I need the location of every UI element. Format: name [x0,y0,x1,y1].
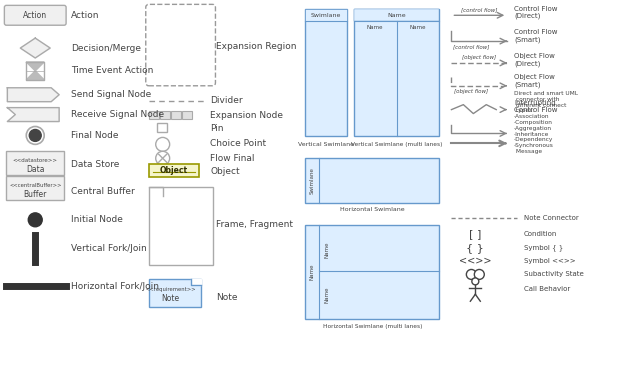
Text: Subactivity State: Subactivity State [524,271,584,277]
Text: Name: Name [325,241,330,258]
Bar [157,122,166,133]
Text: Vertical Fork/Join: Vertical Fork/Join [71,244,147,253]
Text: Note Connector: Note Connector [524,215,579,221]
Text: Action: Action [23,11,47,20]
Polygon shape [191,279,200,285]
Text: Vertical Swimlane (multi lanes): Vertical Swimlane (multi lanes) [351,142,442,147]
Text: Note: Note [161,294,180,303]
Bar [305,9,347,21]
Bar [148,279,200,307]
Bar [6,151,64,175]
Text: Final Node: Final Node [71,131,118,140]
Text: Vertical Swimlane: Vertical Swimlane [298,142,354,147]
Text: Call Behavior: Call Behavior [524,286,570,292]
Circle shape [472,278,479,285]
Text: Object Flow
(Smart): Object Flow (Smart) [514,74,555,88]
FancyBboxPatch shape [4,5,66,25]
Text: [object flow]: [object flow] [454,89,488,94]
Circle shape [29,129,41,142]
Text: Time Event Action: Time Event Action [71,66,154,75]
Text: [ ]: [ ] [469,229,481,239]
Bar [305,9,347,136]
Text: Data Store: Data Store [71,160,120,169]
Text: Direct and smart UML
 connector with
 different connect
 types:
-Association
-Co: Direct and smart UML connector with diff… [514,91,578,154]
Text: Action: Action [71,11,100,20]
Polygon shape [26,71,44,80]
Text: [control flow]: [control flow] [453,44,490,50]
Bar [6,176,64,200]
Text: Name: Name [410,25,426,30]
Bar [160,111,170,119]
Text: Buffer: Buffer [24,190,47,199]
Text: Symbol { }: Symbol { } [524,244,563,251]
Text: Flow Final: Flow Final [211,154,255,163]
Text: Control Flow
(Smart): Control Flow (Smart) [514,29,557,43]
Text: Interrupting
Control Flow: Interrupting Control Flow [514,100,557,113]
Circle shape [26,126,44,144]
Text: Data: Data [26,165,45,174]
Text: Horizontal Swimlane (multi lanes): Horizontal Swimlane (multi lanes) [323,324,422,328]
Polygon shape [8,88,59,102]
Text: <<requirement>>: <<requirement>> [145,287,196,292]
Bar [182,111,191,119]
Text: Send Signal Node: Send Signal Node [71,90,151,99]
Text: Object: Object [159,166,188,175]
Text: Swimlane: Swimlane [310,167,314,194]
Text: Condition: Condition [524,231,557,237]
Text: Divider: Divider [211,96,243,105]
Bar [148,111,159,119]
Text: { }: { } [467,243,484,253]
Text: Swimlane: Swimlane [311,13,341,18]
Text: Object Flow
(Direct): Object Flow (Direct) [514,53,555,67]
Text: [control flow]: [control flow] [461,7,497,12]
Bar [305,225,440,319]
Text: Central Buffer: Central Buffer [71,186,135,195]
Text: Expansion Node: Expansion Node [211,111,284,120]
FancyBboxPatch shape [146,4,216,86]
Text: Pin: Pin [211,124,224,133]
Polygon shape [20,38,50,58]
Text: Name: Name [367,25,383,30]
Text: <<>>: <<>> [459,255,492,266]
Text: <<centralBuffer>>: <<centralBuffer>> [9,183,61,188]
Circle shape [467,269,476,279]
Bar [148,187,214,264]
Text: Name: Name [387,13,406,18]
Text: Name: Name [310,264,314,280]
Circle shape [474,269,484,279]
Text: Expansion Region: Expansion Region [216,42,297,51]
Text: [object flow]: [object flow] [462,55,497,60]
Text: Note: Note [216,293,238,302]
Text: Initial Node: Initial Node [71,215,123,224]
Text: Control Flow
(Direct): Control Flow (Direct) [514,5,557,19]
Polygon shape [26,62,44,71]
Bar [305,158,440,203]
Bar [148,164,198,177]
Circle shape [28,213,42,227]
Text: Symbol <<>>: Symbol <<>> [524,257,576,264]
Bar [354,9,440,21]
Bar [354,9,440,136]
Text: Name: Name [325,286,330,303]
Circle shape [156,137,170,151]
Text: Choice Point: Choice Point [211,139,267,148]
Text: Horizontal Fork/Join: Horizontal Fork/Join [71,282,159,291]
Polygon shape [8,108,59,122]
Text: Decision/Merge: Decision/Merge [71,44,141,53]
Text: Receive Signal Node: Receive Signal Node [71,110,164,119]
Text: Horizontal Swimlane: Horizontal Swimlane [340,207,404,213]
Bar [171,111,180,119]
Text: <<datastore>>: <<datastore>> [13,158,58,163]
Text: Object: Object [211,167,240,176]
Circle shape [156,151,170,165]
Text: Frame, Fragment: Frame, Fragment [216,220,294,229]
